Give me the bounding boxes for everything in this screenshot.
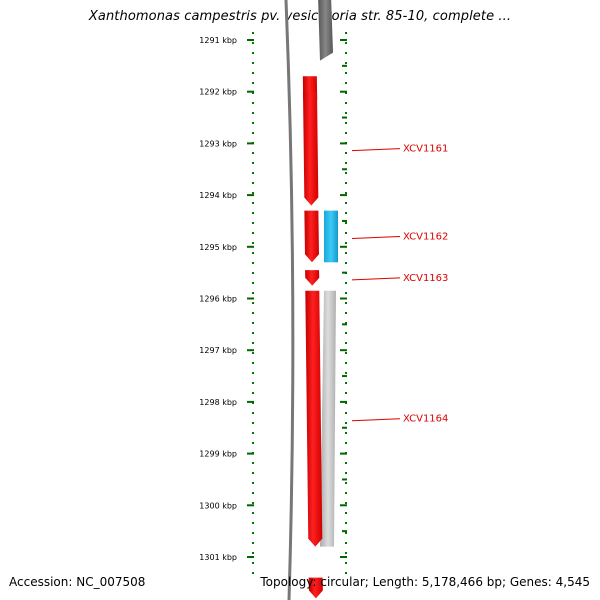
ruler-tick-label: 1299 kbp bbox=[199, 450, 237, 459]
ruler-tick-label: 1292 kbp bbox=[199, 88, 237, 97]
feature-block[interactable] bbox=[324, 210, 338, 263]
gene-arrow[interactable] bbox=[305, 290, 323, 547]
gene-label-leader bbox=[351, 148, 401, 152]
other-track-block[interactable] bbox=[318, 0, 333, 61]
ruler-tick-label: 1300 kbp bbox=[199, 501, 237, 510]
ruler-tick-label: 1294 kbp bbox=[199, 191, 237, 200]
ruler-tick-label: 1301 kbp bbox=[199, 553, 237, 562]
other-track-block[interactable] bbox=[320, 290, 336, 547]
gene-arrow[interactable] bbox=[303, 91, 319, 206]
gene-label[interactable]: XCV1163 bbox=[403, 273, 448, 284]
gene-label[interactable]: XCV1164 bbox=[403, 414, 448, 425]
ruler-tick-label: 1298 kbp bbox=[199, 398, 237, 407]
gene-label[interactable]: XCV1162 bbox=[403, 231, 448, 242]
gene-arrow[interactable] bbox=[304, 210, 319, 263]
ruler-tick-label: 1296 kbp bbox=[199, 295, 237, 304]
gene-arrow[interactable] bbox=[305, 270, 320, 286]
map-title: Xanthomonas campestris pv. vesicatoria s… bbox=[88, 9, 512, 24]
ruler-tick-label: 1293 kbp bbox=[199, 139, 237, 148]
gene-label-leader bbox=[351, 418, 401, 422]
accession-label: Accession: NC_007508 bbox=[9, 575, 146, 589]
genome-summary: Topology: circular; Length: 5,178,466 bp… bbox=[260, 575, 590, 589]
ruler-tick-label: 1297 kbp bbox=[199, 346, 237, 355]
gene-label-leader bbox=[351, 277, 401, 281]
gene-label-leader bbox=[351, 235, 401, 239]
ruler-tick-label: 1295 kbp bbox=[199, 243, 237, 252]
gene-label[interactable]: XCV1161 bbox=[403, 144, 448, 155]
gene-arrow[interactable] bbox=[308, 577, 323, 599]
backbone-arc bbox=[284, 0, 295, 600]
ruler-tick-label: 1291 kbp bbox=[199, 36, 237, 45]
